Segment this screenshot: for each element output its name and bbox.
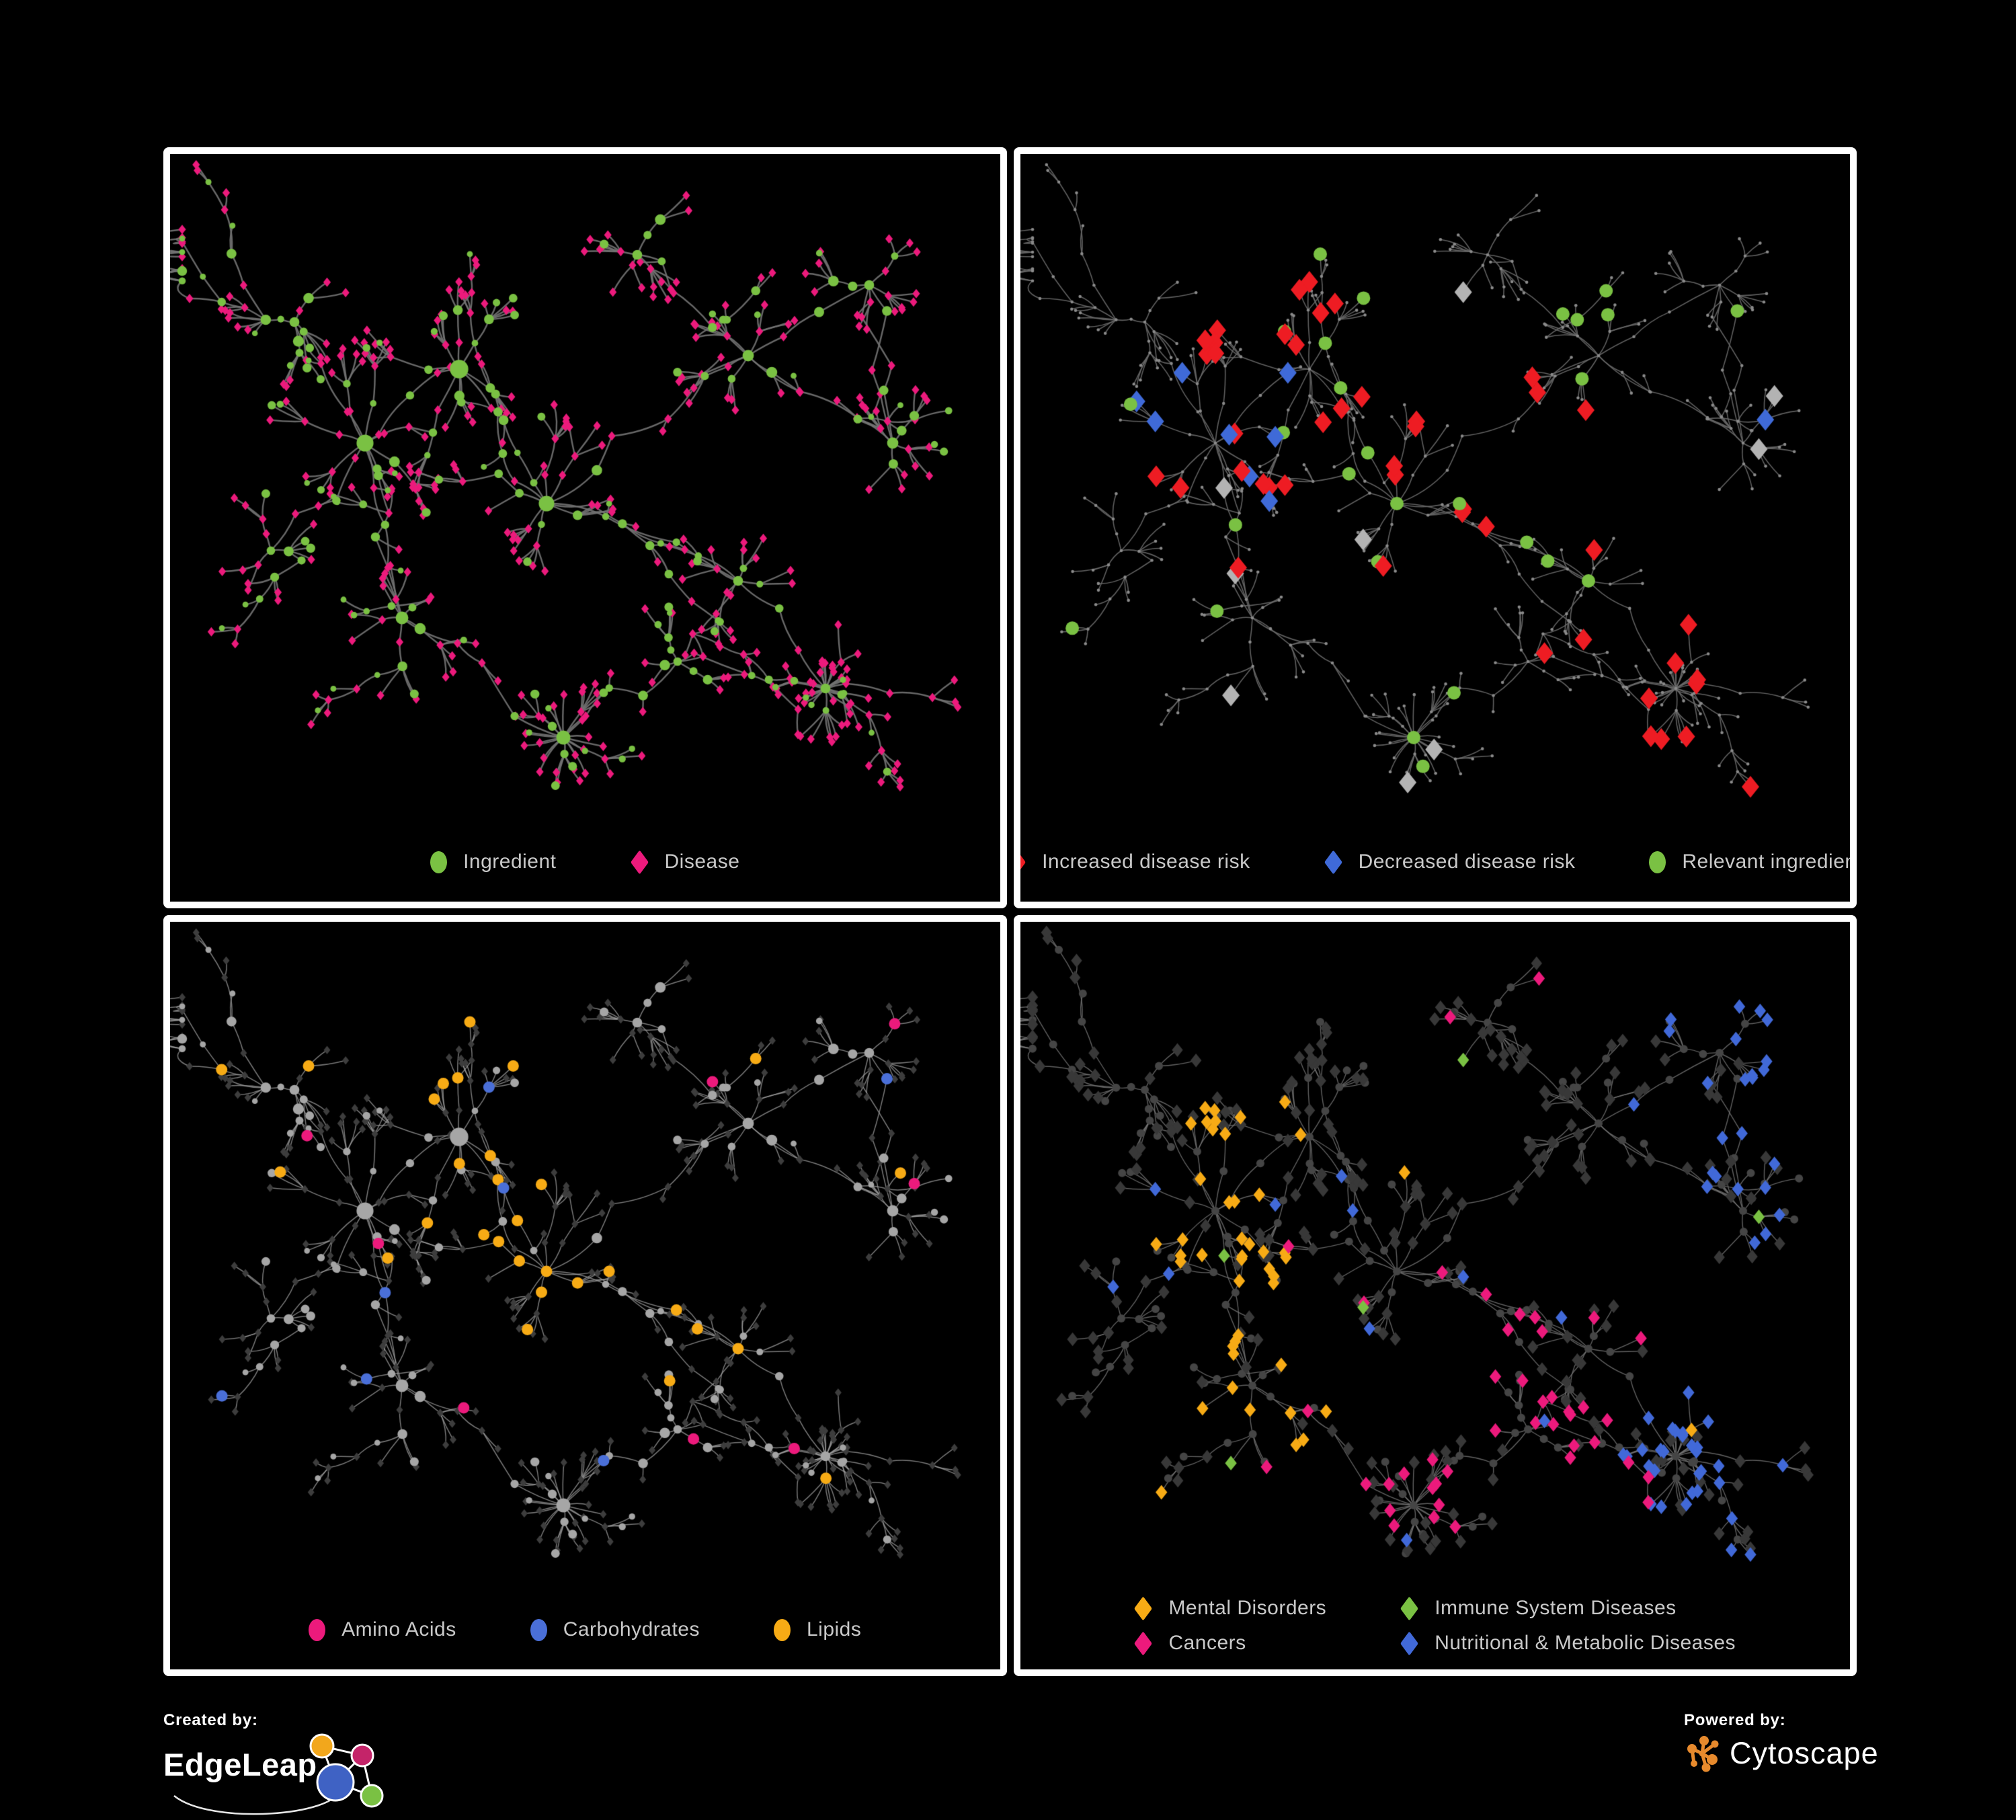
legend-label: Mental Disorders <box>1168 1597 1327 1619</box>
panel-disease-risk: Increased disease risk Decreased disease … <box>1013 147 1857 908</box>
legend-label: Lipids <box>806 1618 862 1640</box>
edgeleap-wordmark: EdgeLeap <box>163 1747 317 1782</box>
legend-item: Cancers <box>1134 1630 1326 1656</box>
diamond-marker-icon <box>1400 1630 1419 1656</box>
legend-label: Carbohydrates <box>563 1618 700 1640</box>
diamond-marker-icon <box>630 849 649 875</box>
cytoscape-icon <box>1687 1736 1719 1772</box>
circle-marker-icon <box>773 1618 791 1641</box>
diamond-marker-icon <box>1134 1595 1153 1621</box>
circle-marker-icon <box>430 850 448 873</box>
diamond-marker-icon <box>1134 1630 1153 1656</box>
circle-marker-icon <box>530 1618 547 1641</box>
legend-label: Decreased disease risk <box>1358 850 1576 873</box>
legend-item: Decreased disease risk <box>1324 849 1576 875</box>
legend-disease-risk: Increased disease risk Decreased disease … <box>1020 849 1850 875</box>
cytoscape-wordmark: Cytoscape <box>1730 1736 1879 1770</box>
legend-item: Carbohydrates <box>530 1618 700 1641</box>
panel-nutrient-classes: Amino Acids Carbohydrates Lipids <box>163 915 1007 1676</box>
legend-item: Amino Acids <box>309 1618 456 1641</box>
diamond-marker-icon <box>1324 849 1342 875</box>
circle-marker-icon <box>309 1618 326 1641</box>
legend-label: Disease <box>664 850 740 873</box>
network-canvas-ingredient-disease <box>170 154 1000 833</box>
legend-label: Relevant ingredient <box>1682 850 1857 873</box>
legend-item: Mental Disorders <box>1134 1595 1327 1621</box>
legend-label: Ingredient <box>463 850 557 873</box>
legend-label: Immune System Diseases <box>1435 1597 1677 1619</box>
edgeleap-attribution: Created by: EdgeLeap <box>163 1711 446 1820</box>
created-by-label: Created by: <box>163 1711 258 1729</box>
edgeleap-logo: EdgeLeap <box>163 1731 446 1819</box>
diamond-marker-icon <box>1020 849 1026 875</box>
legend-item: Relevant ingredient <box>1649 850 1857 873</box>
legend-label: Increased disease risk <box>1042 850 1250 873</box>
network-canvas-disease-classes <box>1020 922 1850 1601</box>
legend-item: Immune System Diseases <box>1400 1595 1736 1621</box>
diamond-marker-icon <box>1400 1595 1419 1621</box>
edgeleap-network-icon <box>173 1733 384 1815</box>
legend-item: Increased disease risk <box>1020 849 1250 875</box>
legend-item: Nutritional & Metabolic Diseases <box>1400 1630 1736 1656</box>
legend-label: Amino Acids <box>341 1618 456 1640</box>
legend-item: Disease <box>630 849 740 875</box>
legend-ingredient-disease: Ingredient Disease <box>170 849 1000 875</box>
panel-grid: Ingredient Disease Increased disease risk… <box>163 147 1857 1676</box>
panel-disease-classes: Mental Disorders Immune System Diseases Ca… <box>1013 915 1857 1676</box>
legend-disease-classes: Mental Disorders Immune System Diseases Ca… <box>1020 1595 1851 1656</box>
legend-label: Nutritional & Metabolic Diseases <box>1435 1632 1736 1654</box>
powered-by-label: Powered by: <box>1684 1711 1786 1729</box>
legend-item: Ingredient <box>430 850 556 873</box>
circle-marker-icon <box>1649 850 1666 873</box>
network-canvas-nutrient-classes <box>170 922 1000 1601</box>
legend-nutrient-classes: Amino Acids Carbohydrates Lipids <box>170 1618 1000 1641</box>
legend-item: Lipids <box>773 1618 862 1641</box>
legend-label: Cancers <box>1168 1632 1246 1654</box>
panel-ingredient-disease: Ingredient Disease <box>163 147 1007 908</box>
cytoscape-attribution: Powered by: <box>1684 1711 1886 1805</box>
network-canvas-disease-risk <box>1020 154 1850 833</box>
